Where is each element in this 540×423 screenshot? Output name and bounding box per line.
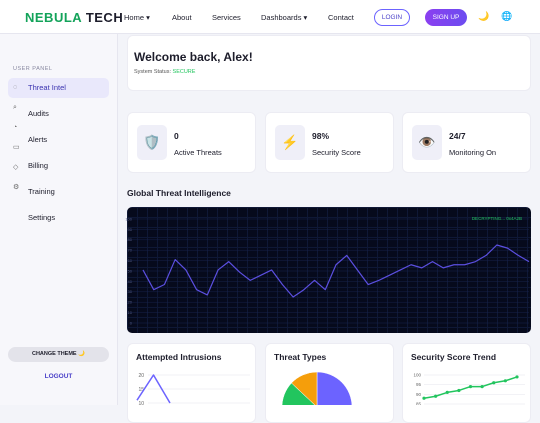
stat-card: 👁️ 24/7 Monitoring On — [402, 112, 531, 173]
y-tick-label: 10 — [138, 401, 144, 405]
status: System Status: SECURE — [134, 69, 195, 75]
chart-annotation: DECRYPTING... 0x4A2B — [472, 216, 522, 221]
navbar: NEBULA TECH Home ▾ About Services Dashbo… — [0, 0, 540, 34]
sidebar: USER PANEL Threat Intel Audits Alerts Bi… — [0, 34, 118, 405]
welcome-card: Welcome back, Alex! System Status: SECUR… — [127, 35, 531, 91]
stat-icon: 🛡️ — [137, 125, 167, 160]
button-text: CHANGE THEME — [31, 351, 77, 357]
stat-value: 24/7 — [449, 131, 466, 141]
signup-button[interactable]: SIGN UP — [425, 9, 467, 26]
welcome-title: Welcome back, Alex! — [134, 50, 253, 64]
pie-slice — [291, 371, 318, 405]
logo[interactable]: NEBULA TECH — [25, 10, 123, 25]
stat-card: ⚡ 98% Security Score — [265, 112, 394, 173]
stat-label: Monitoring On — [449, 148, 497, 157]
status-value: SECURE — [172, 69, 196, 75]
chart-title: Attempted Intrusions — [136, 352, 222, 362]
sidebar-item[interactable]: Alerts — [28, 135, 48, 144]
data-point — [480, 385, 484, 389]
sidebar-section: USER PANEL — [13, 66, 53, 72]
pie-slice — [316, 371, 353, 405]
line-series — [136, 374, 171, 404]
chart-title: Security Score Trend — [411, 352, 497, 362]
y-tick-label: 85 — [416, 402, 422, 405]
y-tick-label: 95 — [416, 382, 422, 387]
nav-link[interactable]: Services — [212, 13, 241, 22]
logo-secondary: TECH — [85, 10, 124, 25]
data-point — [515, 375, 519, 379]
data-point — [457, 388, 461, 393]
stat-label: Security Score — [312, 148, 361, 157]
nav-link[interactable]: Contact — [328, 13, 354, 22]
sidebar-item[interactable]: Settings — [28, 213, 56, 222]
nav-link[interactable]: Dashboards ▾ — [261, 13, 308, 22]
logo-primary: NEBULA — [25, 10, 82, 25]
line-series — [142, 244, 530, 298]
stat-icon: ⚡ — [275, 125, 305, 160]
data-point — [422, 396, 426, 400]
theme-icon[interactable]: 🌙 — [478, 11, 490, 21]
stat-label: Active Threats — [174, 148, 222, 157]
chart-title: Threat Types — [274, 352, 327, 362]
section-title: Global Threat Intelligence — [127, 188, 231, 198]
stat-value: 0 — [174, 131, 179, 141]
login-button[interactable]: LOGIN — [374, 9, 410, 26]
stat-card: 🛡️ 0 Active Threats — [127, 112, 256, 173]
data-point — [445, 390, 449, 394]
y-tick-label: 20 — [138, 373, 144, 379]
sidebar-item[interactable]: Threat Intel — [8, 78, 109, 98]
data-point — [434, 394, 438, 398]
nav-text: Dashboards — [261, 13, 302, 22]
pie-slice — [281, 382, 316, 405]
y-tick-label: 100 — [413, 373, 421, 378]
sidebar-item[interactable]: Audits — [28, 109, 49, 118]
y-tick-label: 90 — [416, 392, 422, 397]
stat-value: 98% — [312, 131, 330, 141]
logout-link[interactable]: LOGOUT — [44, 373, 73, 380]
data-point — [492, 381, 496, 385]
charts-layer: 0102030405060708090100101520859095100DEC… — [125, 216, 530, 405]
data-point — [503, 379, 507, 383]
nav-link[interactable]: Home ▾ — [124, 13, 150, 22]
theme-button[interactable]: CHANGE THEME 🌙 — [8, 347, 109, 362]
language-icon[interactable]: 🌐 — [501, 11, 513, 21]
sidebar-icons: ◌ ⌕ ◔ ▭ ◇ ⚙ — [13, 84, 20, 191]
nav-link[interactable]: About — [172, 13, 192, 22]
y-tick-label: 15 — [138, 387, 144, 393]
stat-icon: 👁️ — [412, 125, 442, 160]
sidebar-item[interactable]: Billing — [28, 161, 49, 170]
nav-text: Home — [124, 13, 145, 22]
threat-chart-panel — [127, 207, 531, 333]
status-label: System Status: — [134, 69, 171, 75]
data-point — [468, 385, 473, 389]
sidebar-item[interactable]: Training — [28, 187, 55, 196]
